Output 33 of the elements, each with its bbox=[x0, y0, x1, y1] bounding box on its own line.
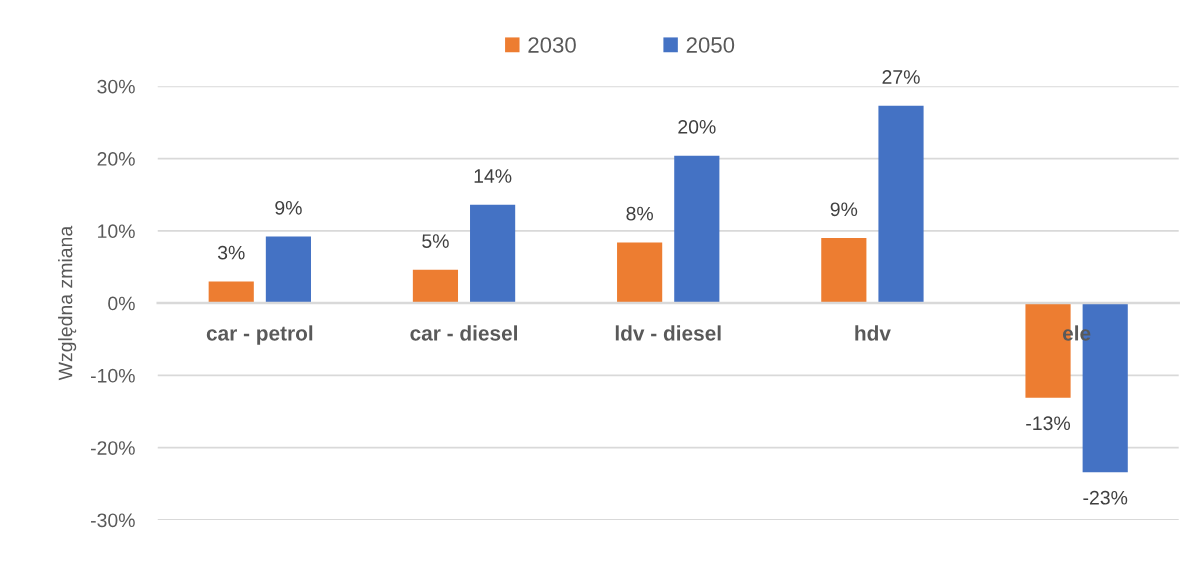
data-label: 9% bbox=[275, 200, 302, 215]
x-tick-label: ele bbox=[1062, 325, 1091, 341]
bar bbox=[208, 281, 254, 304]
bar bbox=[617, 242, 663, 304]
data-label: 27% bbox=[882, 70, 920, 84]
data-label: -23% bbox=[1083, 490, 1128, 505]
data-label: -13% bbox=[1026, 416, 1071, 431]
y-tick-label: 10% bbox=[98, 224, 135, 239]
bar bbox=[412, 269, 459, 304]
y-tick-label: 0% bbox=[108, 296, 135, 311]
data-label: 9% bbox=[830, 202, 858, 217]
y-tick-label: 20% bbox=[97, 152, 135, 166]
x-tick-label: hdv bbox=[855, 325, 891, 341]
data-label: 20% bbox=[678, 119, 716, 134]
data-label: 14% bbox=[474, 169, 512, 183]
data-label: 8% bbox=[626, 206, 653, 221]
bar bbox=[674, 155, 720, 304]
y-tick-label: -20% bbox=[90, 441, 135, 455]
x-tick-label: ldv - diesel bbox=[615, 325, 721, 341]
data-label: 3% bbox=[217, 245, 245, 260]
legend-label: 2030 bbox=[528, 37, 576, 53]
y-tick-label: 30% bbox=[97, 79, 135, 94]
y-tick-label: -10% bbox=[90, 368, 135, 383]
x-tick-label: car - diesel bbox=[410, 325, 517, 341]
bar bbox=[470, 204, 516, 304]
y-tick-label: -30% bbox=[90, 513, 135, 528]
y-axis-title: Względna zmiana bbox=[58, 225, 77, 381]
bar bbox=[265, 236, 311, 304]
x-tick-label: car - petrol bbox=[206, 325, 313, 345]
bar bbox=[821, 238, 867, 304]
legend-label: 2050 bbox=[686, 37, 735, 53]
bar bbox=[878, 105, 924, 304]
data-label: 5% bbox=[422, 234, 449, 248]
